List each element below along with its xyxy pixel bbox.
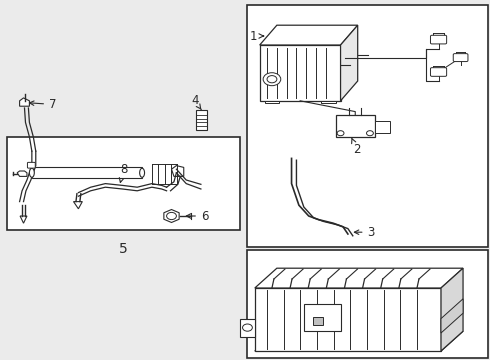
Polygon shape [172,166,184,176]
Polygon shape [164,210,179,222]
Polygon shape [265,101,279,103]
Polygon shape [32,167,142,178]
Bar [336,115,375,137]
Text: 4: 4 [191,94,201,110]
Bar [247,5,488,247]
FancyBboxPatch shape [453,54,468,62]
Bar [304,304,341,331]
Bar [313,317,323,325]
Polygon shape [321,101,336,103]
Bar [375,121,390,133]
Text: 7: 7 [29,98,56,111]
Text: 6: 6 [186,210,208,222]
Polygon shape [20,216,27,223]
Bar [330,68,338,77]
Polygon shape [255,268,463,288]
Polygon shape [260,45,341,101]
Ellipse shape [29,168,34,177]
Bar [7,137,240,230]
Polygon shape [17,171,27,176]
Polygon shape [255,288,441,351]
Circle shape [267,76,277,83]
Polygon shape [74,202,82,209]
Polygon shape [20,98,29,106]
Circle shape [367,131,373,136]
Text: 1: 1 [250,30,264,42]
Bar [247,250,488,358]
Text: 2: 2 [351,138,360,156]
Text: 5: 5 [119,242,128,256]
FancyBboxPatch shape [431,35,447,44]
Polygon shape [196,110,207,130]
Polygon shape [240,319,255,337]
Polygon shape [341,25,358,101]
FancyBboxPatch shape [431,68,447,76]
Text: 8: 8 [119,163,127,183]
Circle shape [337,131,344,136]
Text: 3: 3 [354,226,375,239]
Circle shape [167,212,176,220]
FancyBboxPatch shape [27,162,35,168]
Ellipse shape [140,168,145,177]
Polygon shape [260,25,358,45]
Polygon shape [441,268,463,351]
Polygon shape [255,331,463,351]
Circle shape [263,73,281,86]
Circle shape [243,324,252,331]
Polygon shape [441,299,463,333]
